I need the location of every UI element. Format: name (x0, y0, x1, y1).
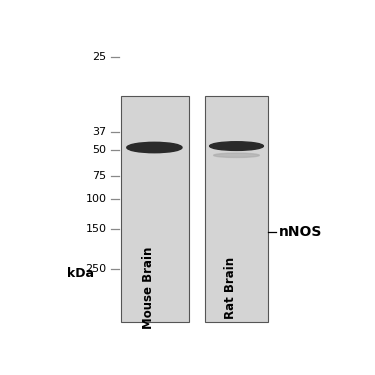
Text: 150: 150 (86, 224, 106, 234)
Text: 25: 25 (92, 52, 106, 62)
Text: 250: 250 (86, 264, 106, 274)
Text: 75: 75 (92, 171, 106, 180)
Text: Rat Brain: Rat Brain (224, 256, 237, 319)
Text: kDa: kDa (67, 267, 94, 280)
Text: 37: 37 (92, 127, 106, 137)
Ellipse shape (210, 142, 263, 150)
Text: 100: 100 (86, 195, 106, 204)
Bar (205, 96, 268, 322)
Text: 50: 50 (93, 146, 106, 155)
Ellipse shape (127, 142, 182, 153)
Ellipse shape (214, 153, 260, 158)
Bar (121, 96, 189, 322)
Text: nNOS: nNOS (279, 225, 323, 239)
Text: Mouse Brain: Mouse Brain (142, 246, 155, 329)
